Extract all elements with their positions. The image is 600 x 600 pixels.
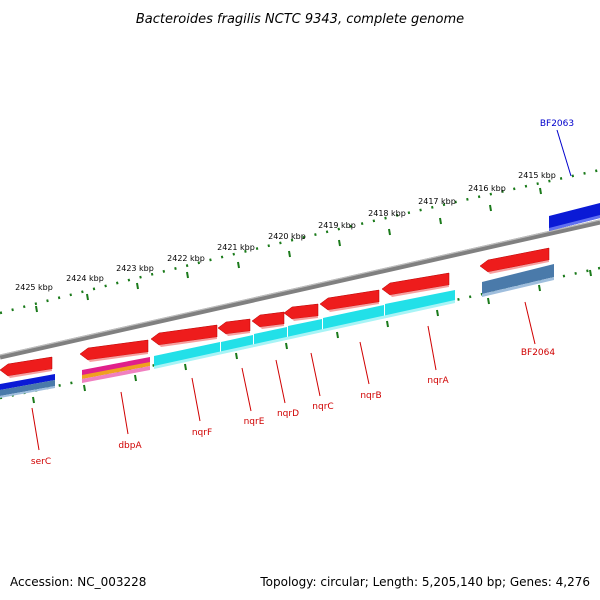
cog-bar-nqrc (288, 319, 322, 338)
orf-arrow-nqrf (150, 324, 218, 346)
orf-arrow-serc (0, 356, 53, 377)
cog-bars (0, 203, 600, 398)
cog-bar-nqra (385, 290, 455, 316)
kbp-label: 2418 kbp (368, 209, 406, 218)
cog-bar-nqrb (323, 305, 384, 330)
orf-arrows (0, 247, 550, 377)
kbp-label: 2424 kbp (66, 274, 104, 283)
cog-bar-nqrf (154, 342, 220, 368)
gene-label-nqrf: nqrF (192, 428, 212, 438)
gene-label-bf2064: BF2064 (521, 348, 556, 358)
bf2063-leader-line (556, 129, 572, 177)
orf-arrow-nqrd (251, 311, 285, 328)
orf-arrow-nqra (381, 272, 450, 296)
map-title: Bacteroides fragilis NCTC 9343, complete… (136, 12, 464, 27)
cog-bar-bf2064 (482, 264, 554, 294)
orf-arrow-nqrb (319, 289, 380, 311)
orf-arrow-nqre (217, 318, 251, 335)
gene-leader-lines (31, 301, 536, 451)
kbp-label: 2420 kbp (268, 232, 306, 241)
kbp-label: 2416 kbp (468, 184, 506, 193)
gene-label-nqrb: nqrB (360, 391, 381, 401)
kbp-label: 2419 kbp (318, 221, 356, 230)
cog-bar-dbpa-magenta (82, 357, 150, 376)
gene-label-dbpa: dbpA (118, 441, 142, 451)
genome-backbone (0, 219, 600, 360)
kbp-label: 2421 kbp (217, 243, 255, 252)
cog-bar-serc-steel (0, 380, 55, 396)
orf-arrow-bf2064 (479, 247, 550, 273)
cog-bar-nqrd (254, 327, 287, 346)
kbp-label: 2423 kbp (116, 264, 154, 273)
genome-summary-text: Topology: circular; Length: 5,205,140 bp… (259, 575, 590, 589)
kbp-label: 2415 kbp (518, 171, 556, 180)
cog-bar-serc-blue (0, 374, 55, 390)
cog-bar-nqre (221, 335, 253, 354)
kbp-label: 2425 kbp (15, 283, 53, 292)
accession-text: Accession: NC_003228 (10, 575, 146, 589)
kbp-ticks (32, 187, 592, 404)
gene-label-serc: serC (31, 457, 51, 467)
kbp-label: 2422 kbp (167, 254, 205, 263)
cog-bar-dbpa-orange (82, 362, 150, 379)
gene-label-nqre: nqrE (244, 417, 265, 427)
gene-label-nqra: nqrA (427, 376, 449, 386)
gene-label-bf2063: BF2063 (540, 119, 574, 129)
gene-label-nqrc: nqrC (312, 402, 333, 412)
orf-arrow-dbpa (79, 339, 149, 361)
kbp-label: 2417 kbp (418, 197, 456, 206)
gene-label-nqrd: nqrD (277, 409, 299, 419)
cog-bar-bf2063 (549, 203, 600, 231)
orf-arrow-nqrc (283, 303, 319, 320)
